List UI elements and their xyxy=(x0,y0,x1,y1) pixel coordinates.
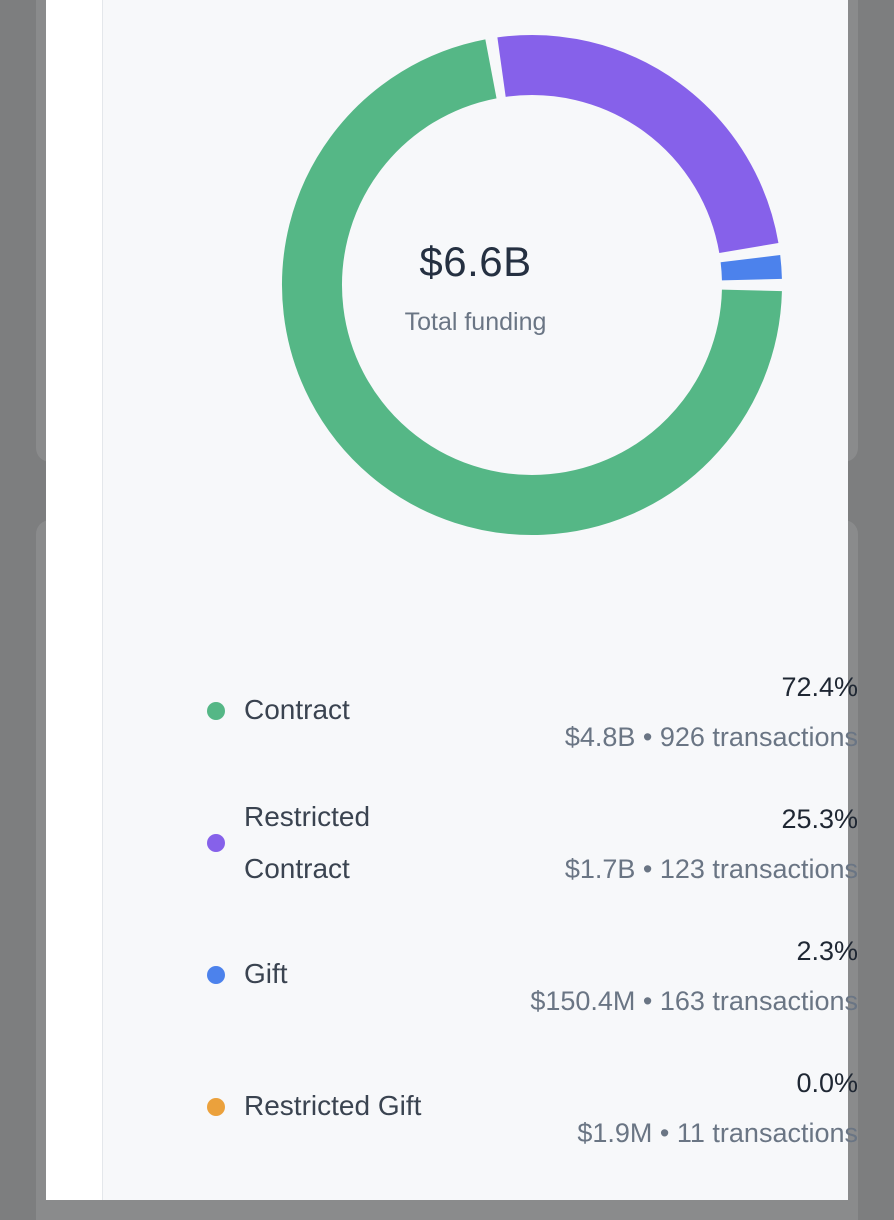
legend-item-detail: $1.7B • 123 transactions xyxy=(398,854,858,885)
legend-item-percent: 0.0% xyxy=(796,1068,858,1098)
legend-item-label: Restricted Contract xyxy=(244,801,371,884)
funding-sheet: $6.6B Total funding Contract 72.4% $4.8B… xyxy=(46,0,858,1200)
legend-item-label: Gift xyxy=(244,958,288,989)
funding-legend: Contract 72.4% $4.8B • 926 transactions … xyxy=(103,660,858,1188)
legend-dot-icon xyxy=(207,1098,225,1116)
donut-segment-contract[interactable] xyxy=(282,39,782,535)
legend-item-separator: • xyxy=(642,854,653,884)
legend-item-restricted-contract[interactable]: Restricted Contract 25.3% $1.7B • 123 tr… xyxy=(103,792,858,924)
legend-dot-icon xyxy=(207,834,225,852)
legend-item-amount: $150.4M xyxy=(530,986,636,1016)
donut-chart: $6.6B Total funding xyxy=(103,0,848,560)
legend-dot-icon xyxy=(207,966,225,984)
total-funding-caption: Total funding xyxy=(404,308,547,336)
legend-item-transactions: 11 transactions xyxy=(676,1118,858,1148)
legend-item-transactions: 926 transactions xyxy=(659,722,858,752)
legend-item-amount: $1.9M xyxy=(577,1118,653,1148)
total-funding-value: $6.6B xyxy=(419,238,532,285)
funding-panel: $6.6B Total funding Contract 72.4% $4.8B… xyxy=(102,0,858,1200)
legend-item-detail: $150.4M • 163 transactions xyxy=(398,986,858,1017)
legend-item-amount: $1.7B xyxy=(564,854,636,884)
legend-item-gift[interactable]: Gift 2.3% $150.4M • 163 transactions xyxy=(103,924,858,1056)
legend-item-label: Restricted Gift xyxy=(244,1090,422,1121)
legend-item-restricted-gift[interactable]: Restricted Gift 0.0% $1.9M • 11 transact… xyxy=(103,1056,858,1188)
legend-item-percent: 2.3% xyxy=(796,936,858,966)
legend-item-separator: • xyxy=(642,986,653,1016)
legend-item-amount: $4.8B xyxy=(564,722,636,752)
donut-segment-gift[interactable] xyxy=(720,255,782,281)
legend-item-contract[interactable]: Contract 72.4% $4.8B • 926 transactions xyxy=(103,660,858,792)
legend-item-percent: 72.4% xyxy=(781,672,858,702)
donut-chart-svg xyxy=(282,35,782,535)
legend-item-detail: $4.8B • 926 transactions xyxy=(398,722,858,753)
legend-item-detail: $1.9M • 11 transactions xyxy=(398,1118,858,1149)
legend-item-separator: • xyxy=(659,1118,670,1148)
legend-dot-icon xyxy=(207,702,225,720)
legend-item-percent: 25.3% xyxy=(781,804,858,834)
legend-item-transactions: 123 transactions xyxy=(659,854,858,884)
legend-item-transactions: 163 transactions xyxy=(659,986,858,1016)
legend-item-separator: • xyxy=(642,722,653,752)
donut-segment-restricted-contract[interactable] xyxy=(497,35,779,254)
legend-item-label: Contract xyxy=(244,694,350,725)
